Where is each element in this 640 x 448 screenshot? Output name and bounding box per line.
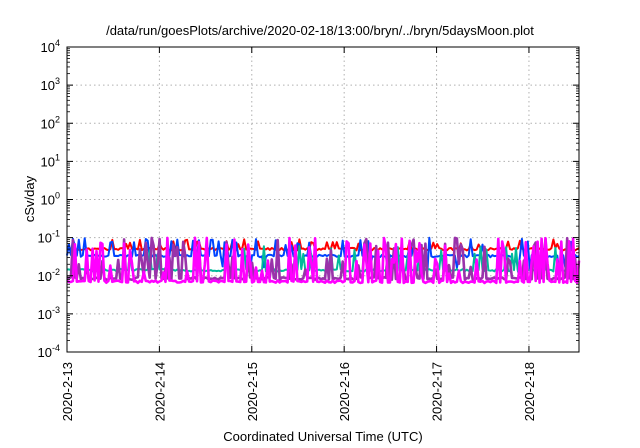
y-tick-label: 101 <box>41 152 60 169</box>
series-line <box>66 236 580 273</box>
x-tick-label: 2020-2-16 <box>337 362 352 421</box>
y-tick-label: 102 <box>41 114 60 131</box>
y-tick-labels: 10-4 10-3 10-2 10-1 100 101 102 103 104 <box>38 38 60 360</box>
series-line <box>66 236 580 282</box>
x-tick-label: 2020-2-18 <box>522 362 537 421</box>
ticks <box>66 46 579 353</box>
y-tick-label: 10-1 <box>38 229 60 246</box>
y-tick-label: 10-3 <box>38 305 60 322</box>
series-layer <box>66 236 581 285</box>
chart-title: /data/run/goesPlots/archive/2020-02-18/1… <box>106 23 534 38</box>
series-line <box>66 236 581 285</box>
grid <box>66 47 579 352</box>
y-tick-label: 103 <box>41 76 60 93</box>
y-tick-label: 10-4 <box>38 343 60 360</box>
x-tick-label: 2020-2-13 <box>60 362 75 421</box>
series-line <box>66 245 579 273</box>
y-tick-label: 104 <box>41 38 60 55</box>
y-tick-label: 100 <box>41 191 60 208</box>
x-axis-label: Coordinated Universal Time (UTC) <box>223 429 422 444</box>
x-tick-label: 2020-2-15 <box>245 362 260 421</box>
x-tick-label: 2020-2-17 <box>430 362 445 421</box>
x-tick-label: 2020-2-14 <box>152 362 167 421</box>
y-axis-label: cSv/day <box>22 175 37 222</box>
y-tick-label: 10-2 <box>38 267 60 284</box>
x-tick-labels: 2020-2-13 2020-2-14 2020-2-15 2020-2-16 2020… <box>60 362 537 421</box>
